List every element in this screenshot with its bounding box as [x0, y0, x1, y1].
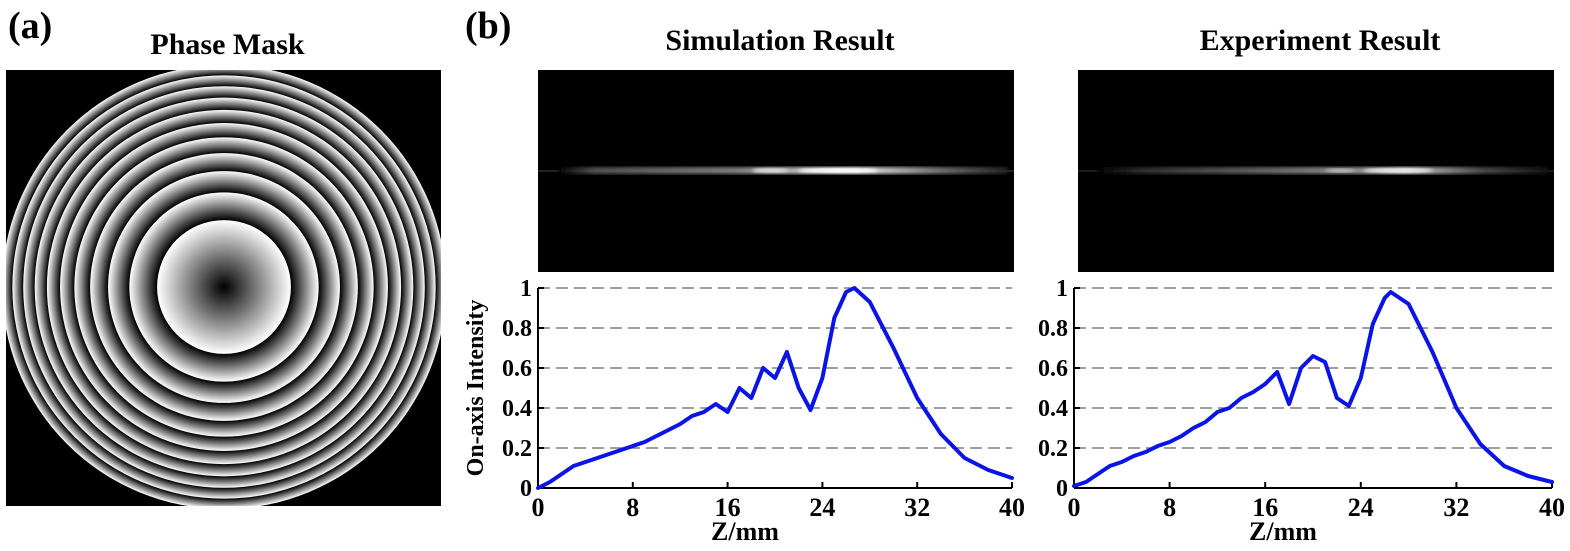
y-tick-label: 0: [1056, 476, 1068, 502]
y-tick-label: 1: [1056, 276, 1068, 302]
simulation-intensity-image: [538, 70, 1014, 272]
y-tick-label: 0.6: [502, 356, 532, 382]
x-tick-label: 0: [1068, 493, 1081, 522]
x-axis-label: Z/mm: [711, 517, 779, 546]
panel-label-a: (a): [8, 5, 53, 47]
phase-mask-image: [6, 70, 441, 506]
y-tick-label: 1: [520, 276, 532, 302]
x-tick-label: 24: [809, 493, 835, 522]
x-tick-label: 40: [1539, 493, 1565, 522]
phase-mask-title: Phase Mask: [150, 28, 305, 61]
phase-ring: [157, 220, 291, 354]
experiment-intensity-image: [1078, 70, 1554, 272]
x-axis-label: Z/mm: [1249, 517, 1317, 546]
simulation-title: Simulation Result: [665, 24, 895, 57]
x-tick-label: 8: [1163, 493, 1176, 522]
y-tick-label: 0.8: [1038, 316, 1068, 342]
x-tick-label: 16: [715, 493, 741, 522]
y-tick-label: 0: [520, 476, 532, 502]
y-tick-label: 0.4: [1038, 396, 1068, 422]
x-tick-label: 16: [1252, 493, 1278, 522]
x-tick-label: 40: [999, 493, 1025, 522]
x-tick-label: 8: [626, 493, 639, 522]
y-tick-label: 0.4: [502, 396, 532, 422]
y-tick-label: 0.6: [1038, 356, 1068, 382]
x-tick-label: 24: [1348, 493, 1374, 522]
intensity-curve: [1072, 290, 1554, 488]
x-tick-label: 32: [1443, 493, 1469, 522]
y-tick-label: 0.2: [502, 436, 532, 462]
panel-label-b: (b): [465, 5, 512, 47]
y-axis-label: On-axis Intensity: [463, 300, 489, 477]
y-tick-label: 0.2: [1038, 436, 1068, 462]
x-tick-label: 32: [904, 493, 930, 522]
x-tick-label: 0: [532, 493, 545, 522]
experiment-title: Experiment Result: [1199, 24, 1441, 57]
y-tick-label: 0.8: [502, 316, 532, 342]
intensity-curve: [536, 286, 1014, 490]
